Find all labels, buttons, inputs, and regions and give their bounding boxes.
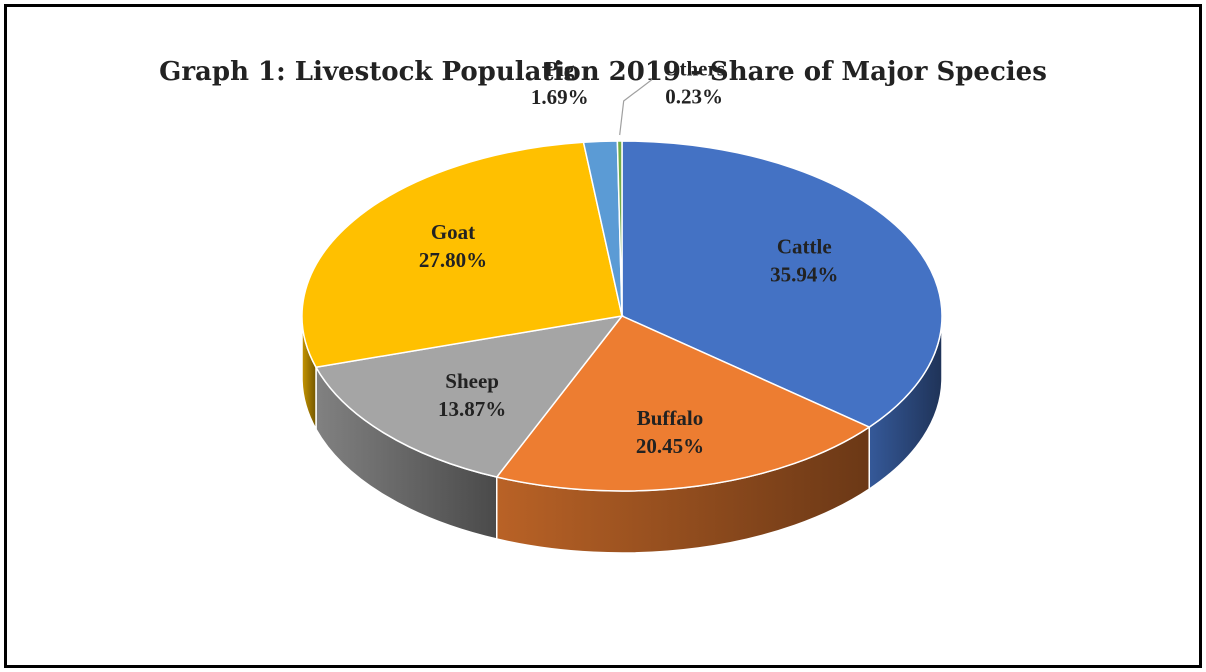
slice-label-buffalo: Buffalo bbox=[637, 406, 704, 430]
slice-value-buffalo: 20.45% bbox=[636, 434, 704, 458]
slice-label-sheep: Sheep bbox=[445, 369, 499, 393]
slice-label-goat: Goat bbox=[431, 220, 475, 244]
pie-slice-buffalo bbox=[495, 315, 871, 492]
slice-value-pig: 1.69% bbox=[531, 85, 589, 109]
slice-label-cattle: Cattle bbox=[777, 235, 832, 259]
chart-title: Graph 1: Livestock Population 2019 - Sha… bbox=[159, 57, 1047, 87]
pie-slice-cattle bbox=[621, 140, 943, 428]
slice-value-others: 0.23% bbox=[665, 85, 723, 109]
slice-value-sheep: 13.87% bbox=[438, 397, 506, 421]
slice-label-others: Others bbox=[663, 57, 725, 81]
slice-value-goat: 27.80% bbox=[419, 248, 487, 272]
leader-line-others bbox=[619, 79, 653, 136]
slice-label-pig: Pig bbox=[545, 57, 575, 81]
pie-slice-others bbox=[616, 140, 623, 317]
slice-value-cattle: 35.94% bbox=[770, 263, 838, 287]
pie-slice-sheep bbox=[314, 314, 624, 478]
pie-slice-goat bbox=[301, 141, 623, 369]
